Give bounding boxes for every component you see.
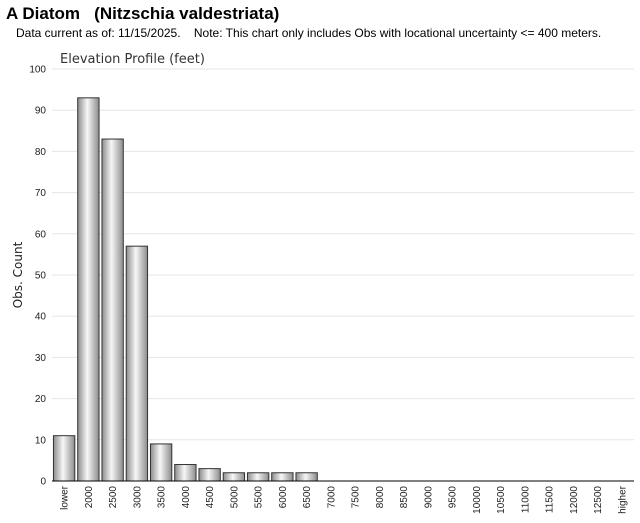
y-tick-label: 90 <box>35 106 47 117</box>
x-tick-label: 5500 <box>254 486 265 509</box>
bar <box>174 464 197 482</box>
bar <box>222 472 246 482</box>
y-tick-label: 70 <box>35 188 47 199</box>
x-tick-label: 11500 <box>545 486 556 514</box>
bar <box>198 468 221 482</box>
x-tick-label: 6500 <box>302 486 313 509</box>
bars <box>52 97 318 482</box>
x-tick-label: 12500 <box>593 486 604 514</box>
bar <box>101 138 124 482</box>
grid <box>52 68 634 441</box>
y-ticks: 0 10 20 30 40 50 60 70 80 90 100 <box>29 65 46 488</box>
y-tick-label: 100 <box>29 65 46 76</box>
x-tick-label: 5000 <box>229 486 240 509</box>
x-tick-label: 7500 <box>351 486 362 509</box>
y-tick-label: 80 <box>35 147 47 158</box>
page-title: A Diatom (Nitzschia valdestriata) <box>6 4 280 23</box>
bar <box>52 435 76 482</box>
x-tick-label: 3000 <box>132 486 143 509</box>
bar <box>77 97 100 482</box>
y-axis-label: Obs. Count <box>11 241 25 308</box>
x-tick-label: 9500 <box>448 486 459 509</box>
bar <box>149 443 173 482</box>
x-tick-label: 9000 <box>423 486 434 509</box>
y-tick-label: 0 <box>40 477 46 488</box>
x-tick-label: lower <box>60 485 71 510</box>
y-tick-label: 20 <box>35 394 47 405</box>
x-tick-label: higher <box>617 485 628 513</box>
y-tick-label: 40 <box>35 312 47 323</box>
x-tick-label: 8000 <box>375 486 386 509</box>
data-note: Data current as of: 11/15/2025. Note: Th… <box>16 26 602 40</box>
x-tick-label: 12000 <box>569 486 580 514</box>
y-tick-label: 30 <box>35 353 47 364</box>
x-tick-label: 10500 <box>496 486 507 514</box>
y-tick-label: 10 <box>35 435 47 446</box>
bar <box>271 472 294 482</box>
y-tick-label: 50 <box>35 271 47 282</box>
x-tick-label: 2000 <box>84 486 95 509</box>
x-tick-label: 8500 <box>399 486 410 509</box>
x-tick-label: 4000 <box>181 486 192 509</box>
x-tick-label: 6000 <box>278 486 289 509</box>
bar <box>125 245 149 482</box>
chart-title: Elevation Profile (feet) <box>60 52 205 67</box>
x-tick-label: 10000 <box>472 486 483 514</box>
x-ticks: lower 2000 2500 3000 3500 4000 4500 5000 5500 600… <box>60 485 629 513</box>
bar <box>295 472 318 482</box>
x-tick-label: 3500 <box>157 486 168 509</box>
x-tick-label: 11000 <box>520 486 531 514</box>
bar <box>246 472 270 482</box>
x-tick-label: 4500 <box>205 486 216 509</box>
y-tick-label: 60 <box>35 229 47 240</box>
x-tick-label: 7000 <box>326 486 337 509</box>
x-tick-label: 2500 <box>108 486 119 509</box>
